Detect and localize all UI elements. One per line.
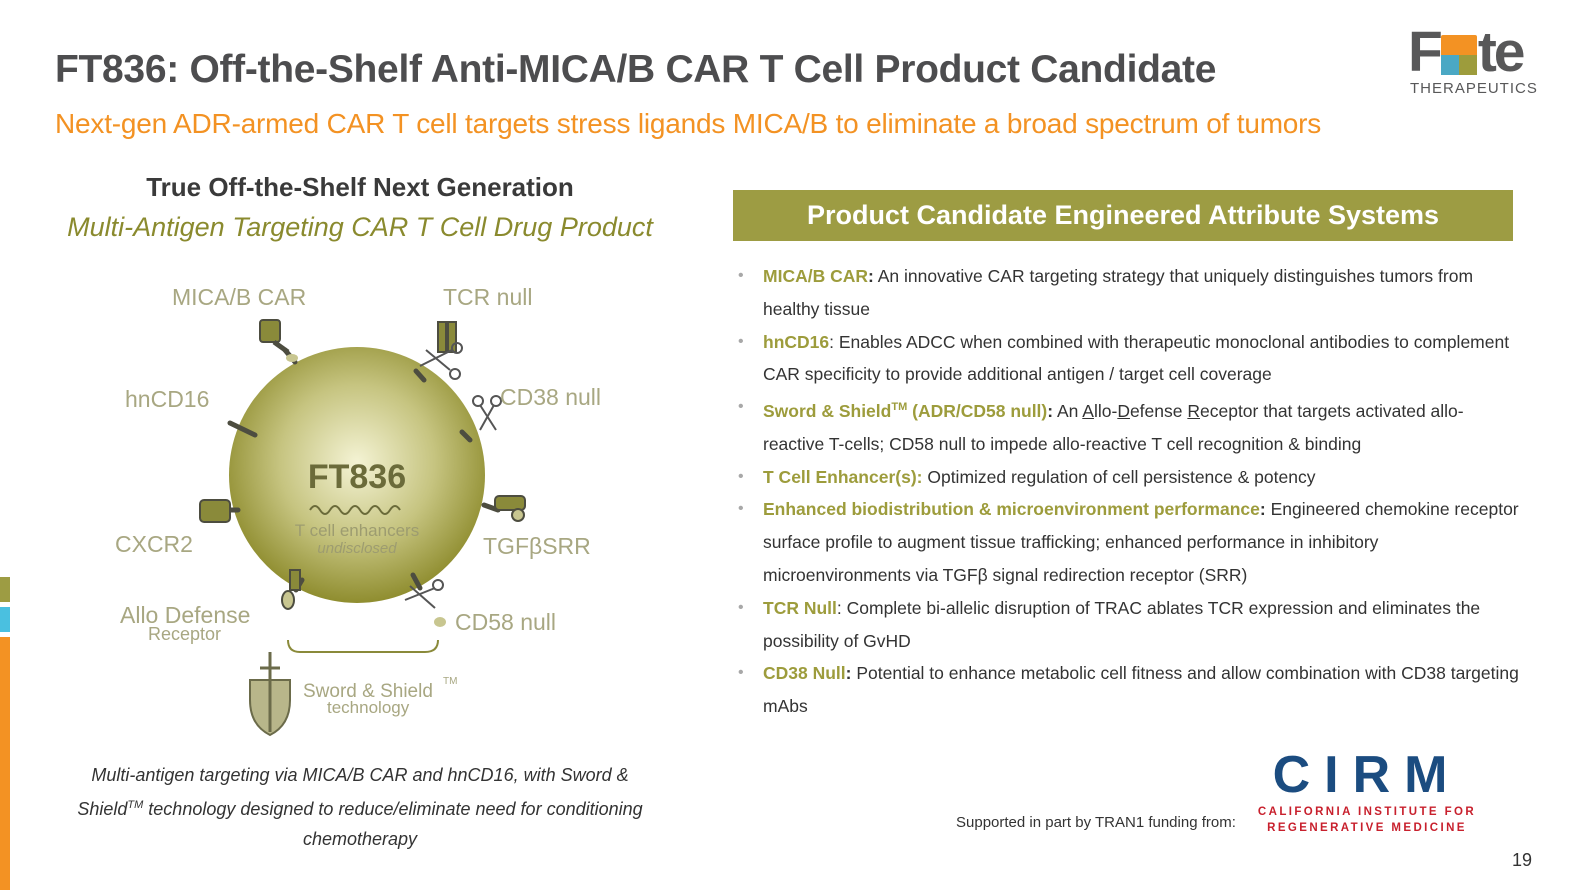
cirm-tagline-2: REGENERATIVE MEDICINE xyxy=(1267,822,1467,834)
label-tgfb-srr: TGFβSRR xyxy=(483,533,591,559)
label-sword-shield: Sword & Shield xyxy=(303,681,433,702)
side-accent-orange xyxy=(0,637,10,890)
cxcr2-receptor-icon xyxy=(199,499,231,523)
caption-part1: Multi-antigen targeting via MICA/B CAR a… xyxy=(77,765,629,819)
logo-word-post: te xyxy=(1477,20,1526,84)
label-cd58-null: CD58 null xyxy=(455,609,556,635)
attributes-panel-header: Product Candidate Engineered Attribute S… xyxy=(733,190,1513,241)
attr-text-4: eceptor that targets activated allo-reac… xyxy=(763,401,1464,454)
tcr-null-receptor-icon xyxy=(419,321,463,380)
attr-colon: : xyxy=(1047,401,1054,422)
tgfb-srr-receptor-icon xyxy=(494,495,526,522)
attr-label: hnCD16 xyxy=(763,331,830,352)
attr-underline-d: D xyxy=(1117,401,1130,422)
side-accent-blue xyxy=(0,607,10,632)
attr-label: TCR Null xyxy=(763,597,837,618)
cell-center-sub2: undisclosed xyxy=(317,540,397,557)
attribute-mica-car: MICA/B CAR: An innovative CAR targeting … xyxy=(734,260,1519,326)
label-cd38-null: CD38 null xyxy=(500,384,601,410)
attr-label-2: (ADR/CD58 null) xyxy=(907,401,1048,422)
attribute-cd38-null: CD38 Null: Potential to enhance metaboli… xyxy=(734,657,1519,723)
page-subtitle: Next-gen ADR-armed CAR T cell targets st… xyxy=(55,108,1322,139)
logo-subtitle: THERAPEUTICS xyxy=(1410,80,1538,97)
label-receptor: Receptor xyxy=(148,624,221,644)
cell-center-label: FT836 xyxy=(308,458,406,496)
attr-colon: : xyxy=(1259,499,1266,520)
diagram-labels: MICA/B CAR TCR null hnCD16 CD38 null CXC… xyxy=(115,284,601,717)
cd38-null-scissors-icon xyxy=(472,395,502,431)
cirm-logo: CIRM CALIFORNIA INSTITUTE FOR REGENERATI… xyxy=(1256,748,1478,836)
attr-label: Sword & Shield xyxy=(763,401,892,422)
label-hncd16: hnCD16 xyxy=(125,386,209,412)
left-heading: True Off-the-Shelf Next Generation xyxy=(146,172,574,202)
caption-tm: TM xyxy=(127,799,144,811)
cd38-null-stalk xyxy=(459,429,473,443)
attr-text: Engineered chemokine receptor surface pr… xyxy=(763,499,1519,585)
caption-part2: technology designed to reduce/eliminate … xyxy=(143,799,643,849)
attr-underline-r: R xyxy=(1187,401,1200,422)
cd58-null-scissors-icon xyxy=(404,579,446,627)
attr-label: Enhanced biodistribution & microenvironm… xyxy=(763,499,1260,520)
label-technology: technology xyxy=(327,698,410,717)
attr-text-3: efense xyxy=(1129,401,1188,422)
cell-center-sub1: T cell enhancers xyxy=(295,521,419,540)
dna-wave-icon xyxy=(309,505,401,515)
cell-center-text: FT836 T cell enhancers undisclosed xyxy=(295,458,419,557)
attr-colon: : xyxy=(845,663,852,684)
tcr-null-stalk xyxy=(413,368,427,383)
sword-shield-icon xyxy=(249,652,291,737)
sword-shield-bracket xyxy=(287,639,439,653)
attr-text: An innovative CAR targeting strategy tha… xyxy=(763,266,1474,319)
ft836-cell-diagram: MICA/B CAR TCR null hnCD16 CD38 null CXC… xyxy=(115,284,601,737)
cirm-wordmark: CIRM xyxy=(1272,746,1462,804)
label-allo-defense: Allo Defense xyxy=(120,602,250,628)
funding-support-text: Supported in part by TRAN1 funding from: xyxy=(956,814,1236,831)
diagram-caption: Multi-antigen targeting via MICA/B CAR a… xyxy=(60,760,660,854)
left-subheading: Multi-Antigen Targeting CAR T Cell Drug … xyxy=(67,212,653,242)
label-cxcr2: CXCR2 xyxy=(115,531,193,557)
page-number: 19 xyxy=(1512,850,1533,870)
attribute-biodistribution: Enhanced biodistribution & microenvironm… xyxy=(734,493,1519,591)
label-mica-car: MICA/B CAR xyxy=(172,284,306,310)
attr-text: Optimized regulation of cell persistence… xyxy=(922,466,1316,487)
label-tcr-null: TCR null xyxy=(443,284,532,310)
attr-underline-a: A xyxy=(1082,401,1094,422)
attr-text: Potential to enhance metabolic cell fitn… xyxy=(763,663,1519,717)
logo-a-block-icon xyxy=(1440,35,1477,75)
allo-defense-receptor-icon xyxy=(281,569,301,610)
attr-text: : Enables ADCC when combined with therap… xyxy=(763,331,1510,385)
attr-label: MICA/B CAR xyxy=(763,266,868,286)
side-accent-olive xyxy=(0,577,10,602)
mica-car-receptor-icon xyxy=(259,319,298,362)
cirm-tagline-1: CALIFORNIA INSTITUTE FOR xyxy=(1257,806,1477,818)
attr-label: CD38 Null xyxy=(763,663,846,684)
attr-tm: TM xyxy=(891,401,908,414)
attr-label: T Cell Enhancer(s): xyxy=(763,466,923,487)
cell-body xyxy=(229,347,485,603)
attribute-sword-shield: Sword & ShieldTM (ADR/CD58 null): An All… xyxy=(734,391,1519,460)
attribute-t-cell-enhancers: T Cell Enhancer(s): Optimized regulation… xyxy=(734,461,1519,494)
attr-text-2: llo- xyxy=(1093,401,1118,422)
attr-text: : Complete bi-allelic disruption of TRAC… xyxy=(763,597,1481,651)
page-title: FT836: Off-the-Shelf Anti-MICA/B CAR T C… xyxy=(55,48,1217,91)
label-sword-shield-tm: TM xyxy=(443,676,457,687)
hncd16-stalk xyxy=(227,420,258,438)
attribute-tcr-null: TCR Null: Complete bi-allelic disruption… xyxy=(734,592,1519,658)
attr-colon: : xyxy=(868,266,874,286)
attributes-list: MICA/B CAR: An innovative CAR targeting … xyxy=(734,260,1519,723)
attr-text-1: An xyxy=(1053,401,1083,422)
logo-word-pre: F xyxy=(1408,20,1443,84)
cd58-null-stalk xyxy=(410,572,423,591)
attribute-hncd16: hnCD16: Enables ADCC when combined with … xyxy=(734,326,1519,392)
